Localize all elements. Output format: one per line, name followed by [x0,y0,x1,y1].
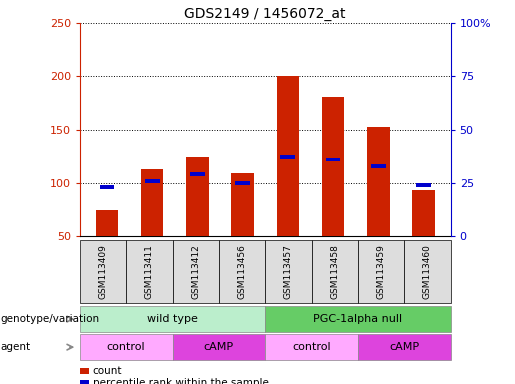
Bar [281,156,295,159]
Text: GSM113460: GSM113460 [423,244,432,299]
Bar [190,172,205,176]
Text: agent: agent [0,342,30,352]
Bar [325,157,340,161]
Text: wild type: wild type [147,314,198,324]
Text: GSM113459: GSM113459 [376,244,386,299]
Bar [231,173,254,236]
Text: GSM113458: GSM113458 [330,244,339,299]
Text: control: control [107,342,146,352]
Title: GDS2149 / 1456072_at: GDS2149 / 1456072_at [184,7,346,21]
Text: cAMP: cAMP [204,342,234,352]
Bar [322,96,345,236]
Text: cAMP: cAMP [389,342,419,352]
Bar [412,190,435,236]
Bar [145,179,160,183]
Text: genotype/variation: genotype/variation [0,314,99,324]
Text: count: count [93,366,122,376]
Bar [416,183,431,187]
Bar [186,157,209,236]
Bar [141,169,163,236]
Text: GSM113409: GSM113409 [98,244,108,299]
Text: percentile rank within the sample: percentile rank within the sample [93,378,269,384]
Text: PGC-1alpha null: PGC-1alpha null [313,314,403,324]
Bar [367,127,389,236]
Text: control: control [293,342,331,352]
Bar [99,185,114,189]
Text: GSM113411: GSM113411 [145,244,154,299]
Bar [371,164,386,168]
Bar [96,210,118,236]
Bar [235,181,250,185]
Text: GSM113412: GSM113412 [191,244,200,299]
Text: GSM113457: GSM113457 [284,244,293,299]
Text: GSM113456: GSM113456 [237,244,247,299]
Bar [277,76,299,236]
